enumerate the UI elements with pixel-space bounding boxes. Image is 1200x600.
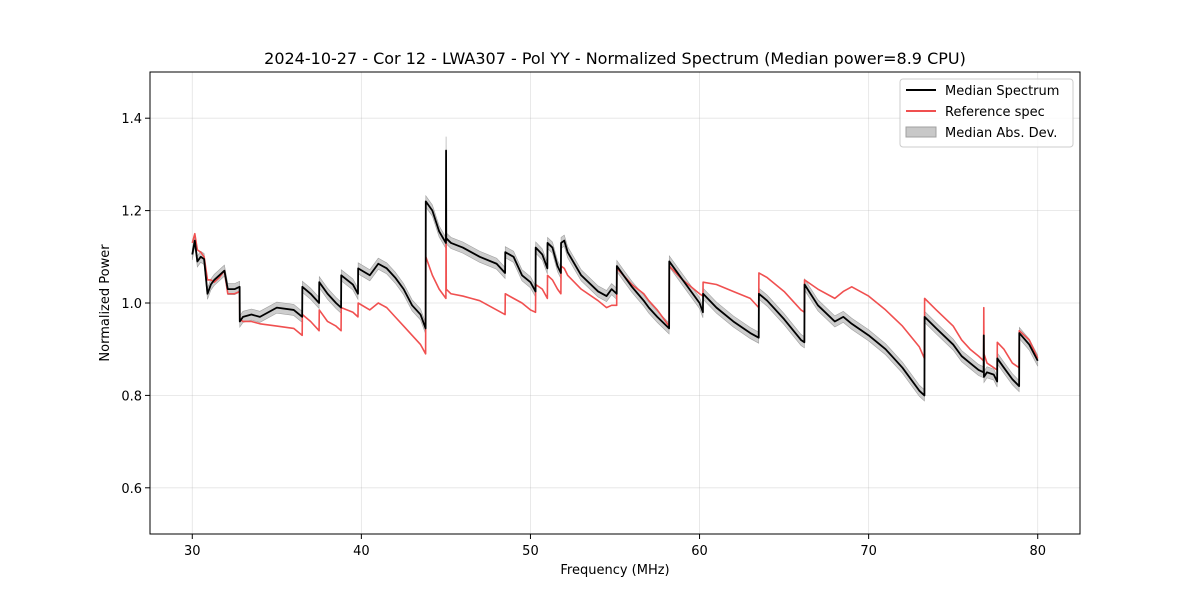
y-tick-label: 1.0: [121, 297, 142, 312]
x-tick-label: 60: [691, 544, 708, 559]
legend-label-median: Median Spectrum: [945, 84, 1059, 99]
legend-box: [899, 78, 1074, 148]
median-spectrum-line: [191, 149, 1039, 397]
x-tick-label: 50: [522, 544, 539, 559]
x-tick-label: 80: [1029, 544, 1046, 559]
x-tick-label: 70: [860, 544, 877, 559]
series-layer: [191, 149, 1039, 397]
x-tick-label: 40: [353, 544, 370, 559]
y-tick-label: 0.8: [121, 389, 142, 404]
legend-label-mad: Median Abs. Dev.: [945, 126, 1057, 141]
mad-band: [191, 136, 1039, 402]
y-axis-label: Normalized Power: [98, 244, 113, 362]
y-axis-ticks: 0.6 0.8 1.0 1.2 1.4: [121, 112, 150, 497]
chart-title: 2024-10-27 - Cor 12 - LWA307 - Pol YY - …: [264, 49, 966, 68]
x-tick-label: 30: [184, 544, 201, 559]
y-tick-label: 0.6: [121, 482, 142, 497]
mad-band-layer: [191, 136, 1039, 402]
y-tick-label: 1.4: [121, 112, 142, 127]
legend-swatch-mad: [905, 126, 937, 138]
x-axis-ticks: 30 40 50 60 70 80: [184, 534, 1046, 559]
x-axis-label: Frequency (MHz): [560, 563, 669, 578]
legend: Median Spectrum Reference spec Median Ab…: [899, 78, 1074, 148]
legend-label-reference: Reference spec: [945, 105, 1045, 120]
y-tick-label: 1.2: [121, 205, 142, 220]
